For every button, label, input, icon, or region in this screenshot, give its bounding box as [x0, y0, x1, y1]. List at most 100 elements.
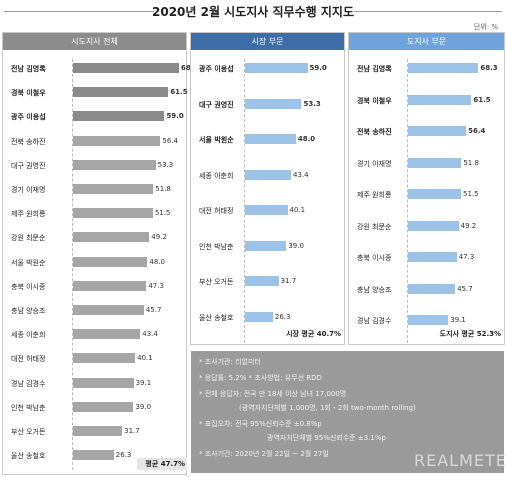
value-label: 68.3 — [480, 64, 498, 72]
value-label: 26.3 — [274, 312, 291, 321]
bar — [245, 205, 288, 215]
bar — [245, 169, 291, 180]
value-label: 48.0 — [297, 135, 316, 143]
category-label: 대전 허태정 — [11, 355, 46, 364]
bar — [408, 126, 467, 136]
category-label: 경기 이재명 — [11, 186, 46, 194]
bar — [73, 329, 141, 340]
value-label: 49.2 — [151, 233, 167, 242]
bar — [73, 184, 154, 194]
category-label: 대구 권영진 — [199, 100, 234, 109]
panel-all-governors: 시도지사 전체 전남 김영록 68.3 경북 이철우 61.5 광주 이용섭 59.0 전북… — [2, 32, 198, 475]
bar — [408, 315, 449, 325]
category-label: 울산 송철호 — [199, 313, 234, 322]
category-label: 충남 양승조 — [11, 307, 46, 315]
value-label: 40.1 — [137, 354, 153, 363]
category-label: 서울 박원순 — [11, 258, 46, 267]
value-label: 39.1 — [450, 316, 466, 324]
unit-label: 단위: % — [473, 23, 498, 31]
category-label: 충북 이시종 — [357, 254, 392, 262]
panel-title: 시도지사 전체 — [3, 33, 186, 50]
category-label: 대전 허태정 — [199, 207, 234, 215]
value-label: 40.1 — [289, 206, 306, 214]
note-line: * 조사기관: 리얼미터 — [199, 358, 261, 366]
bar — [245, 134, 296, 144]
value-label: 26.3 — [115, 451, 132, 460]
category-label: 부산 오거돈 — [11, 428, 46, 436]
category-label: 광주 이용섭 — [199, 65, 234, 73]
note-line: * 응답률: 5.2% * 조사방법: 유무선 RDD — [199, 374, 322, 382]
value-label: 53.3 — [303, 99, 321, 108]
value-label: 61.5 — [473, 95, 491, 104]
title-rule-left — [4, 11, 154, 12]
category-label: 전남 김영록 — [11, 65, 46, 73]
value-label: 47.3 — [458, 253, 475, 261]
panel-mayors: 시장 부문 광주 이용섭 59.0 대구 권영진 53.3 서울 박원순 48.0 세종 이… — [190, 32, 345, 345]
category-label: 강원 최문순 — [357, 222, 392, 231]
category-label: 경기 이재명 — [357, 159, 392, 168]
bar — [245, 311, 273, 322]
bar — [73, 401, 134, 412]
title-rule-right — [354, 11, 502, 12]
bar — [73, 426, 123, 436]
category-label: 경남 김경수 — [357, 317, 392, 325]
value-label: 49.2 — [460, 221, 477, 230]
category-label: 경북 이철우 — [357, 96, 392, 105]
guide-line — [72, 59, 73, 471]
category-label: 경북 이철우 — [11, 89, 46, 98]
value-label: 43.4 — [293, 170, 309, 179]
bar — [245, 63, 308, 73]
note-line: * 전체 응답자: 전국 만 18세 이상 남녀 17,000명 — [199, 390, 347, 398]
bar — [408, 94, 472, 105]
realmeter-logo: REALMETER — [414, 451, 506, 470]
category-label: 인천 박남춘 — [11, 403, 46, 412]
category-label: 인천 박남춘 — [199, 242, 234, 251]
value-label: 48.0 — [149, 257, 165, 266]
value-label: 51.8 — [463, 158, 479, 167]
average-label: 시장 평균 40.7% — [286, 330, 341, 338]
bar — [73, 256, 148, 267]
value-label: 39.1 — [135, 378, 152, 387]
value-label: 51.5 — [154, 209, 171, 218]
bar — [245, 98, 302, 109]
average-label: 평균 47.7% — [137, 458, 187, 470]
average-label: 도지사 평균 52.3% — [439, 330, 501, 338]
category-label: 대구 권영진 — [11, 161, 46, 170]
bar — [73, 87, 169, 98]
value-label: 68.3 — [181, 64, 198, 72]
page-title: 2020년 2월 시도지사 직무수행 지지도 — [152, 5, 354, 19]
category-label: 강원 최문순 — [11, 234, 46, 243]
value-label: 43.4 — [142, 330, 158, 339]
bar — [73, 353, 136, 364]
survey-notes: * 조사기관: 리얼미터 * 응답률: 5.2% * 조사방법: 유무선 RDD… — [191, 351, 504, 473]
value-label: 56.4 — [468, 127, 486, 135]
category-label: 세종 이춘희 — [11, 331, 46, 340]
category-label: 울산 송철호 — [11, 452, 46, 461]
bar — [245, 240, 287, 251]
category-label: 제주 원희룡 — [357, 191, 392, 199]
bar — [408, 63, 479, 73]
bar — [408, 189, 462, 199]
category-label: 전북 송하진 — [357, 128, 392, 136]
bar — [73, 208, 153, 219]
panel-title: 시장 부문 — [191, 33, 344, 50]
bar — [73, 135, 161, 146]
category-label: 부산 오거돈 — [199, 278, 234, 286]
category-label: 전북 송하진 — [11, 137, 46, 146]
value-label: 53.3 — [157, 160, 174, 169]
bar — [73, 280, 147, 291]
panel-governors: 도지사 부문 전남 김영록 68.3 경북 이철우 61.5 전북 송하진 56.4 경기 … — [348, 32, 505, 345]
value-label: 51.8 — [155, 185, 171, 193]
value-label: 51.5 — [463, 190, 479, 198]
category-label: 제주 원희룡 — [11, 210, 46, 219]
bar — [408, 220, 459, 231]
value-label: 45.7 — [145, 306, 162, 314]
bar — [73, 63, 179, 73]
category-label: 전남 김영록 — [357, 65, 392, 73]
value-label: 39.0 — [135, 402, 152, 411]
category-label: 충북 이시종 — [11, 282, 46, 291]
guide-line — [407, 59, 408, 343]
value-label: 59.0 — [166, 112, 184, 121]
note-line: * 조사기간: 2020년 2월 22일 ~ 2월 27일 — [199, 450, 329, 458]
bar — [408, 252, 457, 262]
